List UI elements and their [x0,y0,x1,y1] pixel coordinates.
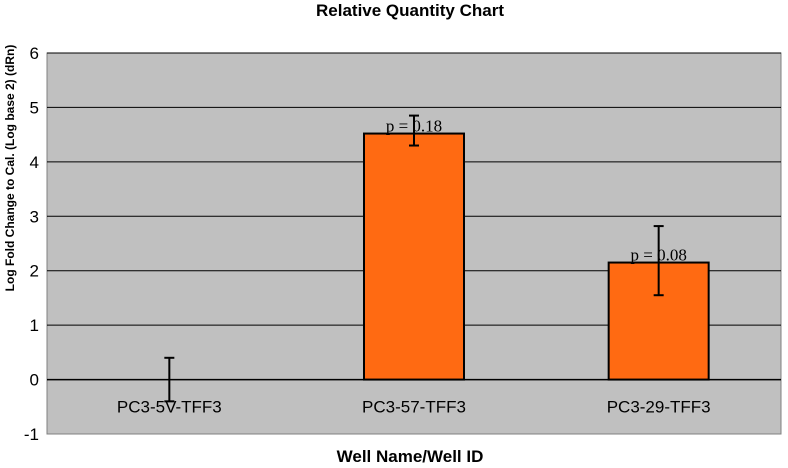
category-labels: PC3-5V-TFF3 PC3-57-TFF3 PC3-29-TFF3 [117,398,711,417]
p-value-annotation: p = 0.18 [386,117,442,136]
y-tick-label: 4 [30,153,39,172]
y-axis-label: Log Fold Change to Cal. (Log base 2) (dR… [3,45,17,292]
annotations: p = 0.18 p = 0.08 [386,117,687,265]
chart-title: Relative Quantity Chart [316,1,504,20]
error-bar [164,356,175,403]
y-tick-label: 0 [30,371,39,390]
y-tick-label: 3 [30,207,39,226]
category-label: PC3-5V-TFF3 [117,398,222,417]
category-label: PC3-29-TFF3 [607,398,711,417]
error-bar [653,225,664,297]
y-tick-labels: -1 0 1 2 3 4 5 6 [24,44,39,444]
p-value-annotation: p = 0.08 [630,246,686,265]
bar [363,132,465,381]
y-tick-label: 5 [30,98,39,117]
category-label: PC3-57-TFF3 [362,398,466,417]
bars [363,132,710,381]
y-tick-label: 1 [30,316,39,335]
error-bar [409,114,419,147]
y-tick-label: -1 [24,425,39,444]
y-tick-label: 2 [30,262,39,281]
x-axis-label: Well Name/Well ID [337,447,484,466]
y-tick-label: 6 [30,44,39,63]
error-bars [164,114,664,403]
